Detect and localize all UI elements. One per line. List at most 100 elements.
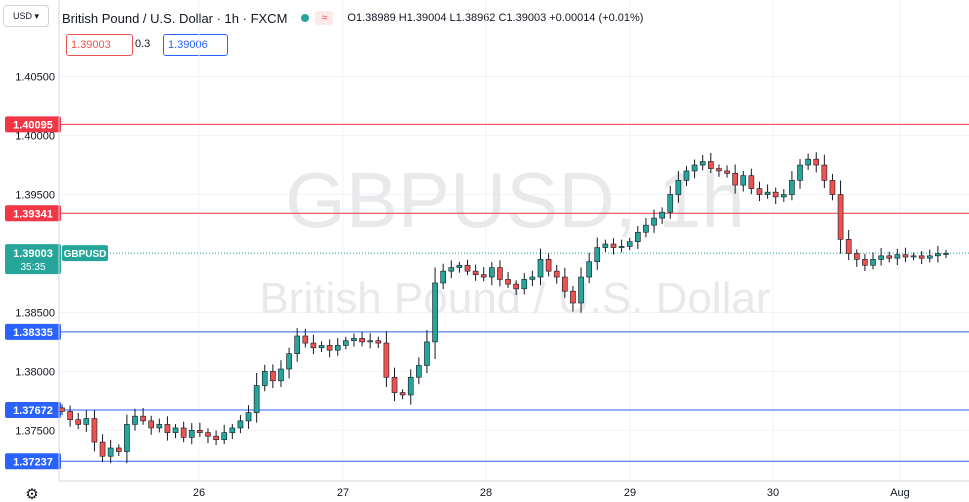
candle-body xyxy=(237,420,244,429)
candle-body xyxy=(667,194,674,213)
candle-body xyxy=(756,188,763,195)
candle-body xyxy=(391,376,398,393)
candle xyxy=(910,252,917,261)
candle-body xyxy=(789,180,795,195)
candle-body xyxy=(140,415,146,422)
candle-body xyxy=(424,341,430,366)
candle-body xyxy=(594,247,601,263)
currency-label: USD xyxy=(12,11,32,21)
candle-body xyxy=(99,441,106,457)
candle-body xyxy=(464,264,471,272)
candle xyxy=(537,248,544,286)
candle-body xyxy=(294,335,301,354)
y-tick-label: 1.37500 xyxy=(15,425,55,437)
candle xyxy=(359,331,365,347)
candles xyxy=(59,152,949,464)
candle-body xyxy=(432,282,438,343)
candle xyxy=(586,252,592,284)
candle xyxy=(132,408,138,431)
candle-body xyxy=(675,180,682,195)
candle-body xyxy=(683,170,690,181)
candle-body xyxy=(456,264,463,268)
candle xyxy=(205,428,211,444)
candle-body xyxy=(610,243,617,248)
candle xyxy=(813,152,820,173)
candle xyxy=(375,336,382,349)
candle-body xyxy=(213,435,219,441)
currency-dropdown[interactable]: USD ▾ xyxy=(3,5,49,27)
candle xyxy=(870,252,876,270)
candle-body xyxy=(902,254,909,258)
current-price-bg xyxy=(5,244,61,275)
candle xyxy=(716,164,722,177)
candle xyxy=(756,181,763,202)
candle xyxy=(553,264,560,284)
candle xyxy=(286,347,292,379)
spread-value: 0.3 xyxy=(135,38,151,50)
candle xyxy=(626,237,633,251)
candle-body xyxy=(578,276,584,304)
candle-body xyxy=(618,246,625,248)
candle xyxy=(472,264,479,281)
candle-body xyxy=(359,338,365,343)
level-label: 1.37672 xyxy=(13,405,53,417)
candle xyxy=(383,331,390,388)
candle xyxy=(829,173,836,201)
candle xyxy=(740,170,747,192)
candle-body xyxy=(513,283,519,290)
sell-button[interactable]: 1.39003 xyxy=(66,34,133,56)
candle-body xyxy=(91,418,98,443)
candle xyxy=(229,424,236,440)
candle xyxy=(99,434,106,463)
buy-button[interactable]: 1.39006 xyxy=(163,34,228,56)
candle-body xyxy=(480,274,487,278)
wave-icon[interactable]: ≈ xyxy=(315,11,334,25)
x-tick-label: 27 xyxy=(337,487,349,499)
candle xyxy=(610,238,617,255)
candle-body xyxy=(586,261,592,278)
candle-body xyxy=(310,342,317,349)
candle xyxy=(837,180,844,254)
candle xyxy=(732,164,738,194)
candle-body xyxy=(829,180,836,195)
candle-body xyxy=(302,335,309,344)
candle-body xyxy=(562,276,568,292)
candle-body xyxy=(270,371,276,382)
chart-title[interactable]: British Pound / U.S. Dollar · 1h · FXCM xyxy=(62,10,288,26)
candle xyxy=(67,405,73,427)
candle xyxy=(432,267,438,360)
y-tick-label: 1.38000 xyxy=(15,366,55,378)
candle xyxy=(764,184,771,199)
candle xyxy=(124,414,130,464)
candle-body xyxy=(553,270,560,278)
candle-body xyxy=(132,415,138,425)
candle-body xyxy=(570,290,576,304)
candle xyxy=(683,166,690,187)
candle-body xyxy=(651,217,657,226)
candle xyxy=(635,225,641,249)
candle-body xyxy=(521,279,528,290)
candle xyxy=(926,249,933,263)
level-label: 1.40095 xyxy=(13,119,53,131)
candle xyxy=(399,389,406,400)
candle-body xyxy=(472,270,479,275)
candle xyxy=(489,262,495,286)
chart-header: British Pound / U.S. Dollar · 1h · FXCM … xyxy=(62,8,643,28)
candle xyxy=(164,416,171,441)
candle-body xyxy=(724,170,730,174)
candle xyxy=(691,159,698,179)
candle-body xyxy=(821,164,828,181)
candle xyxy=(343,336,349,350)
candle-body xyxy=(115,447,122,452)
candle-body xyxy=(367,340,373,343)
candle xyxy=(172,424,179,439)
candle-body xyxy=(172,427,179,433)
candle xyxy=(748,168,755,195)
candle-body xyxy=(878,255,884,260)
candle-body xyxy=(886,255,893,259)
candle xyxy=(334,337,341,356)
candle xyxy=(643,217,649,238)
candle xyxy=(367,333,373,349)
candle xyxy=(140,408,146,425)
